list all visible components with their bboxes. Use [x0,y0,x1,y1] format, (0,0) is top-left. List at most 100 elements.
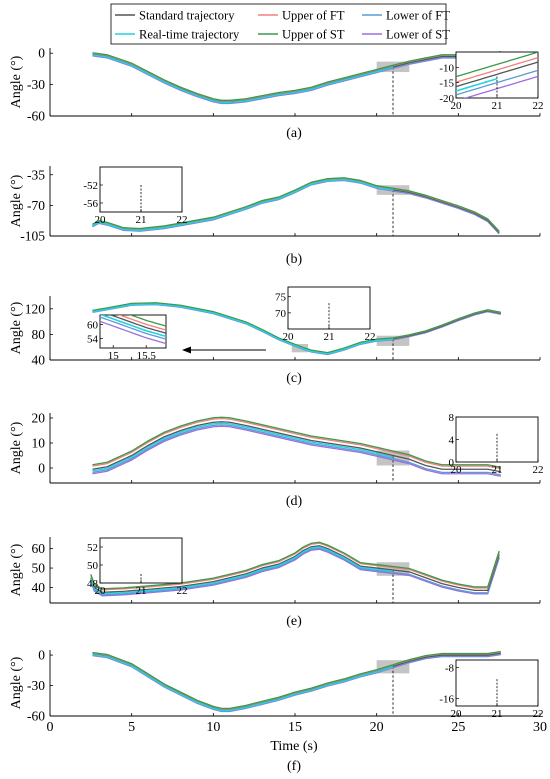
series-lower_ft [90,547,500,596]
inset-y-tick-label: -10 [439,62,454,74]
panel-caption: (f) [287,759,301,774]
x-tick-label: 15 [288,720,302,735]
inset-y-tick-label: 54 [87,334,99,346]
inset-x-tick-label: 20 [95,214,107,226]
series-realtime [92,422,394,472]
zoom-inset-frame [99,537,183,584]
panel-3: 120 80 40 Angle (°) 20 21 22 75 70 15 15.5 60 54 (c) [9,286,541,386]
panel-caption: (a) [286,126,302,141]
series-upper_st [92,650,501,710]
zoom-inset: 20 21 22 -52 -56 [83,166,188,226]
x-tick-label: 20 [370,720,384,735]
legend-box [110,3,447,45]
y-axis-label: Angle (°) [9,656,24,709]
inset-y-tick-label: 52 [87,542,98,554]
y-tick-label: 80 [32,327,46,342]
inset-y-tick-label: -56 [83,198,98,210]
zoom-inset-lower_ft [456,69,538,96]
inset-y-tick-label: -8 [445,663,455,675]
series-realtime [92,303,394,355]
panel-caption: (c) [286,371,302,386]
inset-x-tick-label: 15 [108,350,120,362]
series-lower_st [92,425,501,477]
panel-5: 60 50 40 Angle (°) 20 21 22 52 50 48 (e) [9,537,541,629]
y-tick-label: -30 [27,77,45,92]
y-tick-label: -105 [20,229,45,244]
y-tick-label: 40 [32,353,46,368]
series-upper_st [92,302,501,354]
legend-label-standard: Standard trajectory [139,9,235,23]
x-tick-label: 25 [451,720,465,735]
x-axis-label: Time (s) [270,739,318,754]
panel-2: -35 -70 -105 Angle (°) 20 21 22 -52 -56 (b) [9,166,541,267]
y-axis-label: Angle (°) [9,543,24,596]
inset-x-tick-label: 22 [177,585,188,597]
legend-label-realtime: Real-time trajectory [139,28,240,42]
zoom-inset: 20 21 22 52 50 48 [87,537,188,597]
inset-x-tick-label: 22 [533,100,544,112]
y-tick-label: 10 [32,436,46,451]
inset-x-tick-label: 21 [136,214,147,226]
series-realtime [90,546,394,595]
inset-x-tick-label: 22 [533,464,544,476]
series-upper_st [92,51,501,101]
zoom-inset-2: 15 15.5 60 54 [87,314,167,362]
series-upper_st [92,416,501,468]
legend-label-lower_ft: Lower of FT [386,9,450,23]
zoom-inset-2-standard [109,315,166,334]
y-tick-label: 40 [32,580,46,595]
legend-label-lower_st: Lower of ST [386,28,450,42]
zoom-inset: 20 21 22 -10 -15 -20 [439,51,544,112]
y-tick-label: 0 [38,46,45,61]
inset-y-tick-label: -52 [83,180,98,192]
inset-x-tick-label: 20 [95,585,107,597]
inset-y-tick-label: -20 [439,93,454,105]
inset-y-tick-label: 4 [449,435,455,447]
inset-x-tick-label: 20 [451,464,463,476]
y-axis-label: Angle (°) [9,174,24,227]
series-upper_st [90,541,500,590]
inset-x-tick-label: 21 [324,331,335,343]
legend-label-upper_ft: Upper of FT [282,9,345,23]
x-tick-label: 5 [128,720,135,735]
zoom-inset-upper_ft [456,57,538,83]
x-tick-label: 30 [533,720,547,735]
y-tick-label: 0 [38,648,45,663]
series-standard [92,421,501,473]
x-tick-label: 0 [47,720,54,735]
zoom-inset-standard [456,61,538,88]
series-lower_ft [92,424,501,476]
panel-caption: (b) [286,252,303,267]
zoom-inset-2-lower_st [100,320,166,345]
zoom-inset-2-lower_ft [100,316,166,340]
zoom-inset: 20 21 22 -8 -16 [439,659,544,720]
zoom-inset-2-upper_st [129,315,166,327]
legend-label-upper_st: Upper of ST [282,28,345,42]
inset-x-tick-label: 21 [492,100,503,112]
legend: Standard trajectory Upper of FT Lower of F… [110,3,450,45]
series-lower_st [90,548,500,597]
y-axis-label: Angle (°) [9,421,24,474]
y-axis-label: Angle (°) [9,301,24,354]
panel-caption: (e) [286,614,302,629]
series-standard [90,545,500,593]
inset-y-tick-label: -15 [439,78,454,90]
y-tick-label: 60 [32,541,46,556]
inset-y-tick-label: 75 [275,292,287,304]
inset-x-tick-label: 22 [533,708,544,720]
y-tick-label: -60 [27,109,45,124]
inset-y-tick-label: 70 [275,308,287,320]
y-tick-label: -60 [27,709,45,724]
y-axis-label: Angle (°) [9,55,24,108]
series-realtime [92,178,394,232]
zoom-inset-realtime [456,77,498,92]
series-upper_ft [90,542,500,591]
zoom-inset-frame [455,416,539,463]
series-upper_ft [92,417,501,470]
inset-x-tick-label: 20 [451,100,463,112]
zoom-inset-2-upper_ft [117,315,166,331]
